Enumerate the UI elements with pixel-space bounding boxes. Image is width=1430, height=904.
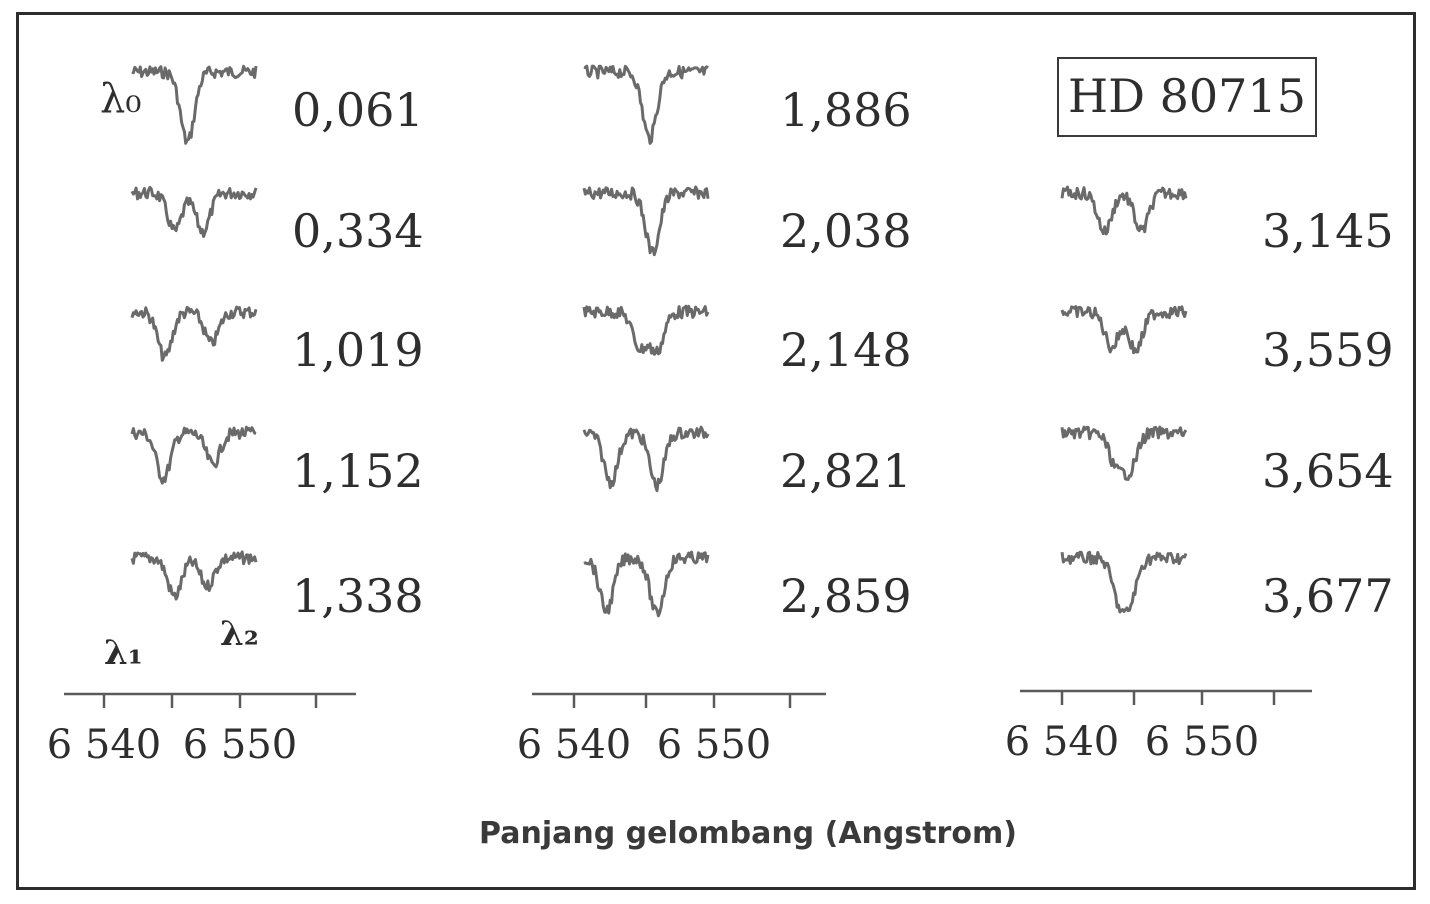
spectrum-line [130, 550, 258, 601]
spectrum-line [583, 550, 710, 618]
epoch-label: 2,148 [780, 323, 912, 377]
epoch-label: 0,334 [292, 204, 424, 258]
x-tick-label: 6 550 [657, 722, 772, 768]
spectrum-line [130, 185, 258, 238]
spectrum-line [583, 64, 709, 145]
spectrum-line [582, 304, 710, 356]
spectrum-line [582, 425, 710, 493]
spectrum-line [131, 64, 258, 145]
epoch-label: 2,038 [780, 204, 912, 258]
spectrum-line [1060, 425, 1188, 481]
x-axis-title: Panjang gelombang (Angstrom) [479, 816, 1017, 851]
epoch-label: 2,859 [780, 569, 912, 623]
epoch-label: 1,338 [292, 569, 424, 623]
x-tick-label: 6 550 [183, 722, 298, 768]
figure-frame [16, 12, 1416, 890]
epoch-label: 1,886 [780, 83, 912, 137]
epoch-label: 1,152 [292, 444, 424, 498]
x-tick-label: 6 540 [1005, 719, 1120, 765]
epoch-label: 3,145 [1262, 204, 1394, 258]
x-tick-label: 6 540 [517, 722, 632, 768]
x-tick-label: 6 550 [1145, 719, 1260, 765]
epoch-label: 2,821 [780, 444, 912, 498]
lambda0-marker: λ₀ [100, 76, 141, 122]
star-name: HD 80715 [1068, 69, 1306, 123]
spectrum-line [130, 305, 258, 362]
spectrum-line [582, 185, 710, 257]
panel-1: 6 540 6 550 0,061 0,334 1,019 1,152 1,338 [47, 64, 424, 768]
star-name-box [1057, 57, 1317, 137]
panel-2: 6 540 6 550 1,886 2,038 2,148 2,821 2,859 [517, 64, 912, 768]
lambda2-marker: λ₂ [220, 614, 259, 654]
panel-3: 6 540 6 550 3,145 3,559 3,654 3,677 HD 80715 [1005, 57, 1394, 765]
epoch-label: 3,654 [1262, 444, 1394, 498]
spectrum-line [130, 425, 257, 485]
spectrum-line [1060, 305, 1188, 355]
x-tick-label: 6 540 [47, 722, 162, 768]
epoch-label: 3,559 [1262, 323, 1394, 377]
epoch-label: 3,677 [1262, 569, 1394, 623]
epoch-label: 1,019 [292, 323, 424, 377]
lambda1-marker: λ₁ [104, 633, 143, 673]
spectrum-line [1060, 550, 1188, 614]
epoch-label: 0,061 [292, 83, 424, 137]
spectrum-line [1060, 185, 1188, 236]
